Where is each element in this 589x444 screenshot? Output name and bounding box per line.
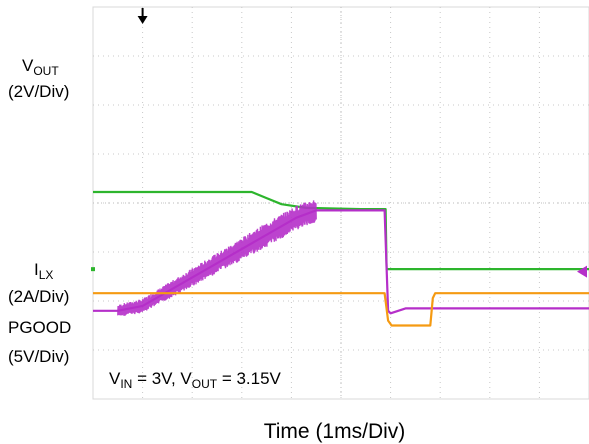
x-axis-label: Time (1ms/Div) (263, 420, 406, 443)
ilx-offset-marker-icon (577, 265, 587, 278)
pgood-trace (93, 292, 589, 327)
ilx-ripple (117, 200, 317, 316)
plot-grid (92, 6, 589, 400)
marker-layer (91, 8, 587, 278)
vout-ground-marker-icon (91, 267, 95, 272)
vout-scale-label: (2V/Div) (8, 82, 70, 101)
ilx-channel-label: ILX (34, 260, 54, 282)
trace-layer (93, 190, 589, 327)
test-condition-annotation: VIN = 3V, VOUT = 3.15V (109, 369, 281, 391)
pgood-channel-label: PGOOD (8, 318, 72, 337)
vout-channel-label: VOUT (22, 56, 59, 78)
pgood-scale-label: (5V/Div) (8, 347, 70, 366)
ilx-scale-label: (2A/Div) (8, 287, 70, 306)
trigger-marker-icon (137, 16, 148, 24)
